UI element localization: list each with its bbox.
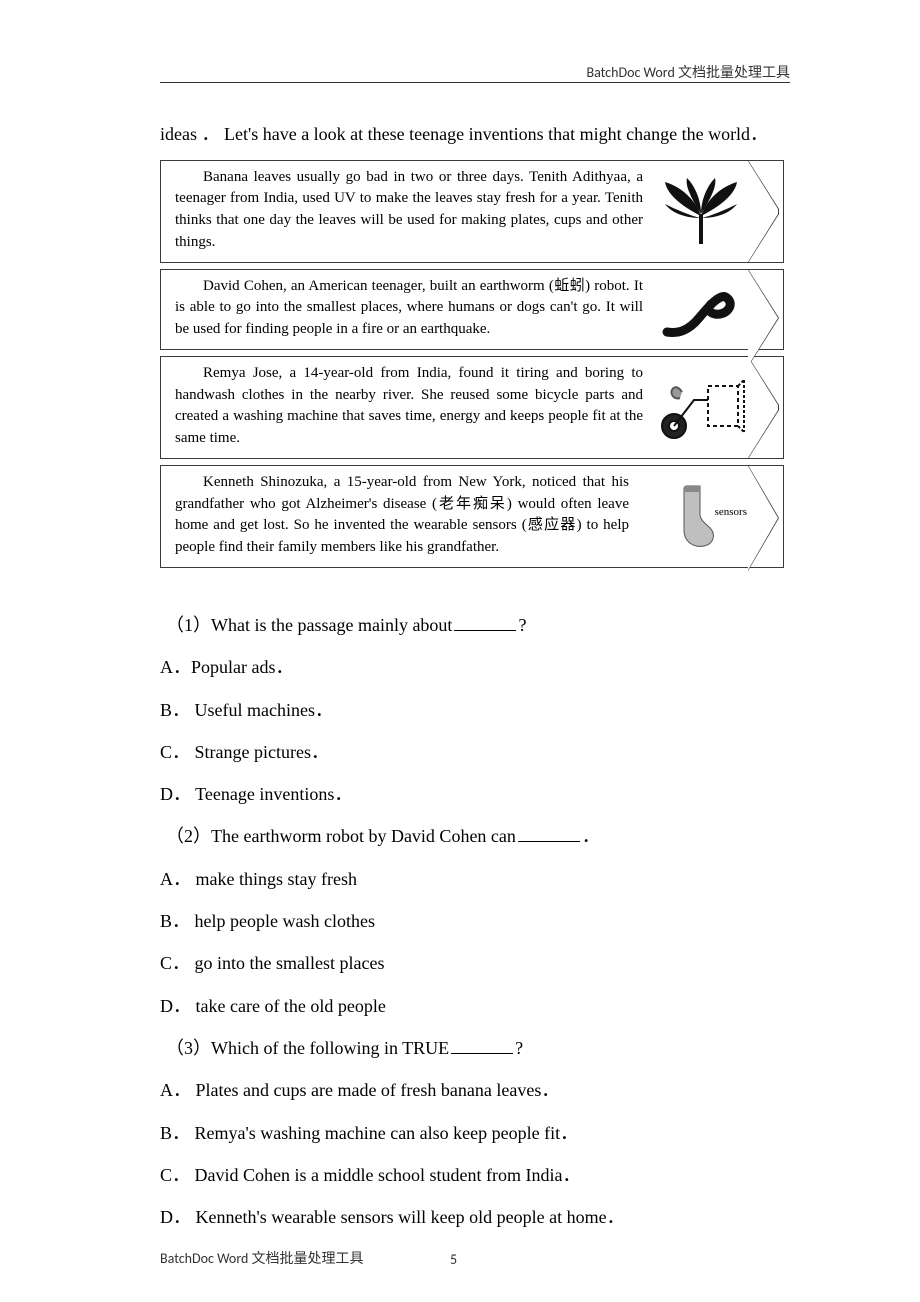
card-text: David Cohen, an American teenager, built… <box>161 270 653 349</box>
blank <box>518 825 580 842</box>
q1-option-b: B． Useful machines． <box>160 689 790 731</box>
card-image: sensors <box>639 466 749 567</box>
q3-stem: （3）Which of the following in TRUE? <box>166 1027 790 1069</box>
card-image <box>653 161 749 262</box>
q2-option-a: A． make things stay fresh <box>160 858 790 900</box>
q3-option-c: C． David Cohen is a middle school studen… <box>160 1154 790 1196</box>
intro-text: ideas ． Let's have a look at these teena… <box>160 115 790 154</box>
card-image <box>653 270 749 349</box>
card-image <box>653 357 749 458</box>
page: BatchDoc Word 文档批量处理工具 ideas ． Let's hav… <box>0 0 920 1302</box>
blank <box>451 1037 513 1054</box>
questions-block: （1）What is the passage mainly about? A．P… <box>160 604 790 1238</box>
sock-sensor-icon <box>666 480 722 552</box>
card-earthworm-robot: David Cohen, an American teenager, built… <box>160 269 784 350</box>
sensors-label: sensors <box>715 506 747 518</box>
q1-option-c: C． Strange pictures． <box>160 731 790 773</box>
q2-option-b: B． help people wash clothes <box>160 900 790 942</box>
arrow-icon <box>749 270 783 349</box>
card-text: Remya Jose, a 14-year-old from India, fo… <box>161 357 653 458</box>
worm-icon <box>659 274 743 344</box>
header-rule <box>160 82 790 83</box>
q3-option-d: D． Kenneth's wearable sensors will keep … <box>160 1196 790 1238</box>
page-number: 5 <box>450 1251 457 1268</box>
q2-option-d: D． take care of the old people <box>160 985 790 1027</box>
q3-option-b: B． Remya's washing machine can also keep… <box>160 1112 790 1154</box>
card-washing-machine: Remya Jose, a 14-year-old from India, fo… <box>160 356 784 459</box>
palm-leaves-icon <box>661 176 741 246</box>
card-banana-leaves: Banana leaves usually go bad in two or t… <box>160 160 784 263</box>
bike-washer-icon <box>654 370 748 444</box>
q2-stem: （2）The earthworm robot by David Cohen ca… <box>166 815 790 857</box>
card-text: Kenneth Shinozuka, a 15-year-old from Ne… <box>161 466 639 567</box>
q1-option-d: D． Teenage inventions． <box>160 773 790 815</box>
invention-cards: Banana leaves usually go bad in two or t… <box>160 160 784 568</box>
q1-option-a: A．Popular ads． <box>160 646 790 688</box>
card-wearable-sensors: Kenneth Shinozuka, a 15-year-old from Ne… <box>160 465 784 568</box>
q2-option-c: C． go into the smallest places <box>160 942 790 984</box>
card-text: Banana leaves usually go bad in two or t… <box>161 161 653 262</box>
header-watermark: BatchDoc Word 文档批量处理工具 <box>586 62 790 82</box>
arrow-icon <box>749 161 783 262</box>
arrow-icon <box>749 357 783 458</box>
arrow-icon <box>749 466 783 567</box>
footer-watermark: BatchDoc Word 文档批量处理工具 <box>160 1248 364 1268</box>
q1-stem: （1）What is the passage mainly about? <box>166 604 790 646</box>
blank <box>454 614 516 631</box>
q3-option-a: A． Plates and cups are made of fresh ban… <box>160 1069 790 1111</box>
